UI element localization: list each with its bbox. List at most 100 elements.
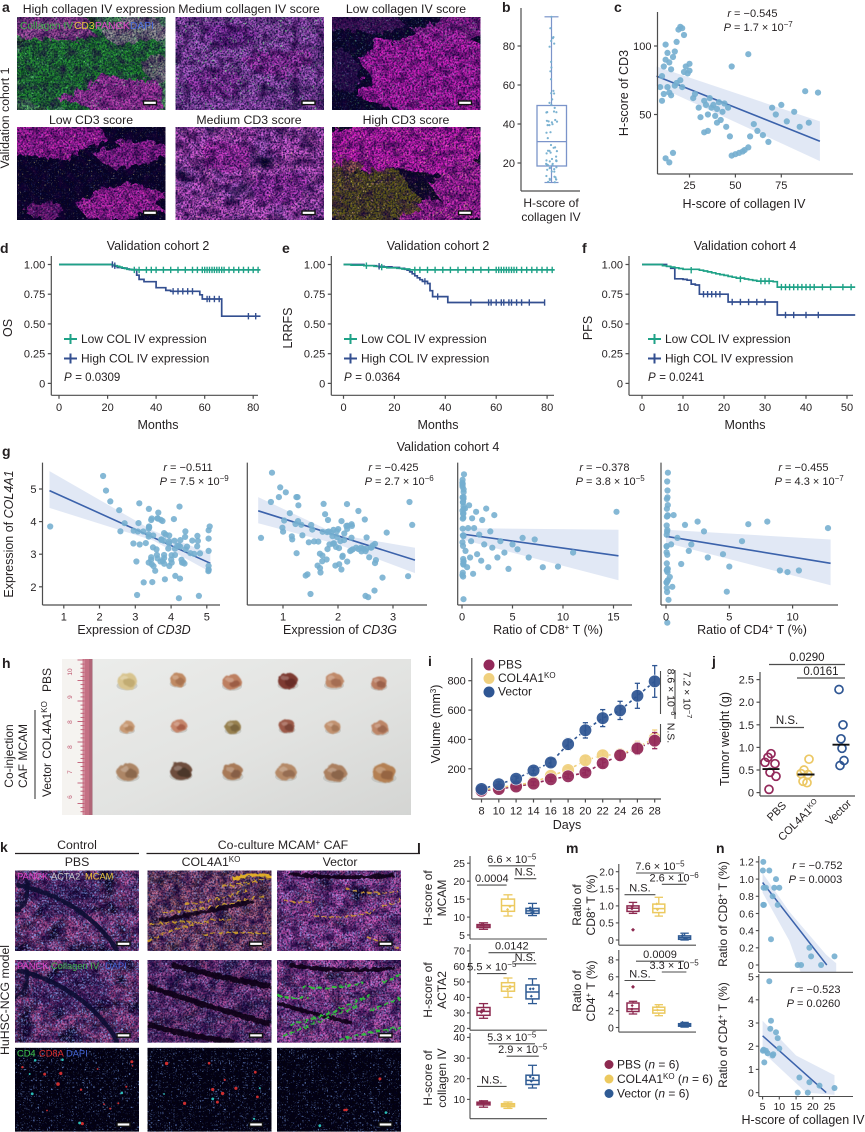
svg-text:= −0.378: = −0.378 xyxy=(583,462,630,474)
svg-text:i: i xyxy=(428,653,432,669)
svg-text:25: 25 xyxy=(683,180,695,192)
svg-text:0.5: 0.5 xyxy=(739,765,754,777)
svg-text:P: P xyxy=(724,22,732,34)
svg-text:PANCK: PANCK xyxy=(17,872,49,882)
svg-text:H-score of CD3: H-score of CD3 xyxy=(617,50,631,136)
svg-text:400: 400 xyxy=(447,734,465,746)
svg-text:ACTA2: ACTA2 xyxy=(435,971,449,1009)
svg-text:= 0.0309: = 0.0309 xyxy=(72,372,120,384)
svg-text:1.0: 1.0 xyxy=(739,874,754,886)
svg-text:2.6 × 10−6: 2.6 × 10−6 xyxy=(649,871,699,885)
svg-text:P: P xyxy=(576,476,584,488)
svg-text:Vector: Vector xyxy=(323,855,358,869)
svg-text:4: 4 xyxy=(608,989,614,1001)
svg-text:6: 6 xyxy=(67,795,74,799)
svg-text:40: 40 xyxy=(439,402,451,414)
svg-text:80: 80 xyxy=(247,402,259,414)
svg-text:10: 10 xyxy=(786,612,798,624)
svg-text:DAPI: DAPI xyxy=(105,961,127,971)
svg-text:10: 10 xyxy=(677,402,689,414)
svg-text:8.6 × 10−6: 8.6 × 10−6 xyxy=(665,669,679,716)
svg-text:Ratio of CD8+ T (%): Ratio of CD8+ T (%) xyxy=(716,861,730,967)
svg-text:20: 20 xyxy=(807,1101,819,1113)
svg-text:8: 8 xyxy=(67,720,74,724)
svg-text:PBS (n = 6): PBS (n = 6) xyxy=(617,1058,679,1072)
svg-text:Days: Days xyxy=(553,818,581,832)
svg-text:2.9 × 10−5: 2.9 × 10−5 xyxy=(498,1043,548,1057)
svg-text:Expression of COL4A1: Expression of COL4A1 xyxy=(2,470,16,597)
svg-text:7.2 × 10−7: 7.2 × 10−7 xyxy=(681,672,695,719)
svg-text:1: 1 xyxy=(61,612,67,624)
svg-text:Vector: Vector xyxy=(498,685,532,699)
svg-text:28: 28 xyxy=(649,806,661,818)
svg-text:N.S.: N.S. xyxy=(515,867,536,879)
svg-text:4: 4 xyxy=(748,995,754,1007)
svg-text:CD4+ T (%): CD4+ T (%) xyxy=(584,961,598,1022)
svg-text:0: 0 xyxy=(608,935,614,947)
svg-text:0.0009: 0.0009 xyxy=(643,949,677,961)
svg-text:n: n xyxy=(716,840,725,856)
svg-text:2: 2 xyxy=(335,612,341,624)
svg-text:= −0.545: = −0.545 xyxy=(731,8,778,20)
svg-text:d: d xyxy=(0,240,9,256)
svg-text:15: 15 xyxy=(790,1101,802,1113)
svg-text:H-score of: H-score of xyxy=(421,1050,435,1106)
svg-text:ACTA2: ACTA2 xyxy=(51,872,80,882)
svg-text:25: 25 xyxy=(453,858,465,870)
svg-text:0: 0 xyxy=(748,788,754,800)
svg-text:Medium collagen IV score: Medium collagen IV score xyxy=(178,2,320,16)
svg-text:0.0290: 0.0290 xyxy=(789,652,824,664)
svg-text:15: 15 xyxy=(453,894,465,906)
svg-text:= 1.7 × 10−7: = 1.7 × 10−7 xyxy=(731,20,793,34)
svg-text:0: 0 xyxy=(663,612,669,624)
svg-text:1: 1 xyxy=(748,1064,754,1076)
svg-text:= 4.3 × 10−7: = 4.3 × 10−7 xyxy=(782,474,844,488)
svg-text:= 2.7 × 10−6: = 2.7 × 10−6 xyxy=(372,474,434,488)
svg-text:H-score of: H-score of xyxy=(421,962,435,1018)
svg-text:DAPI: DAPI xyxy=(130,21,154,32)
svg-text:40: 40 xyxy=(800,402,812,414)
svg-text:High COL IV expression: High COL IV expression xyxy=(665,352,793,366)
svg-text:Validation cohort 1: Validation cohort 1 xyxy=(0,67,12,168)
svg-text:PBS: PBS xyxy=(40,668,54,692)
svg-text:High COL IV expression: High COL IV expression xyxy=(361,352,489,366)
svg-text:0: 0 xyxy=(319,378,325,390)
svg-text:0.75: 0.75 xyxy=(304,289,325,301)
svg-text:9: 9 xyxy=(67,695,74,699)
svg-text:8: 8 xyxy=(608,955,614,967)
svg-text:Medium CD3 score: Medium CD3 score xyxy=(196,113,301,127)
svg-text:l: l xyxy=(417,840,421,856)
svg-text:COL4A1KO: COL4A1KO xyxy=(498,671,556,685)
svg-text:collagen IV: collagen IV xyxy=(521,210,580,224)
svg-text:1.00: 1.00 xyxy=(24,260,45,272)
svg-text:10: 10 xyxy=(453,912,465,924)
svg-text:m: m xyxy=(566,840,578,856)
svg-text:Vector: Vector xyxy=(40,763,54,797)
svg-text:COL4A1KO (n = 6): COL4A1KO (n = 6) xyxy=(617,1072,713,1086)
svg-text:0.50: 0.50 xyxy=(602,319,623,331)
svg-text:70: 70 xyxy=(453,946,465,958)
svg-text:5: 5 xyxy=(459,930,465,942)
svg-text:= 0.0364: = 0.0364 xyxy=(352,372,401,384)
svg-text:g: g xyxy=(2,443,11,459)
svg-text:0: 0 xyxy=(608,1022,614,1034)
svg-text:0: 0 xyxy=(748,1087,754,1099)
svg-text:0.25: 0.25 xyxy=(602,349,623,361)
svg-text:50: 50 xyxy=(841,402,853,414)
svg-text:10: 10 xyxy=(557,612,569,624)
svg-text:0.4: 0.4 xyxy=(739,925,754,937)
svg-text:PBS: PBS xyxy=(65,855,90,869)
svg-text:10: 10 xyxy=(453,1094,465,1106)
svg-text:7.6 × 10−5: 7.6 × 10−5 xyxy=(635,860,685,874)
svg-text:5: 5 xyxy=(726,612,732,624)
svg-text:j: j xyxy=(711,653,716,669)
svg-text:0.0004: 0.0004 xyxy=(475,873,509,885)
svg-text:Low CD3 score: Low CD3 score xyxy=(49,113,133,127)
svg-text:3: 3 xyxy=(390,612,396,624)
svg-text:5.3 × 10−5: 5.3 × 10−5 xyxy=(487,1030,537,1044)
svg-text:60: 60 xyxy=(503,80,515,92)
svg-text:18: 18 xyxy=(562,806,574,818)
svg-text:0.0161: 0.0161 xyxy=(803,666,838,678)
svg-text:40: 40 xyxy=(150,402,162,414)
svg-text:CD8A: CD8A xyxy=(39,1049,65,1059)
